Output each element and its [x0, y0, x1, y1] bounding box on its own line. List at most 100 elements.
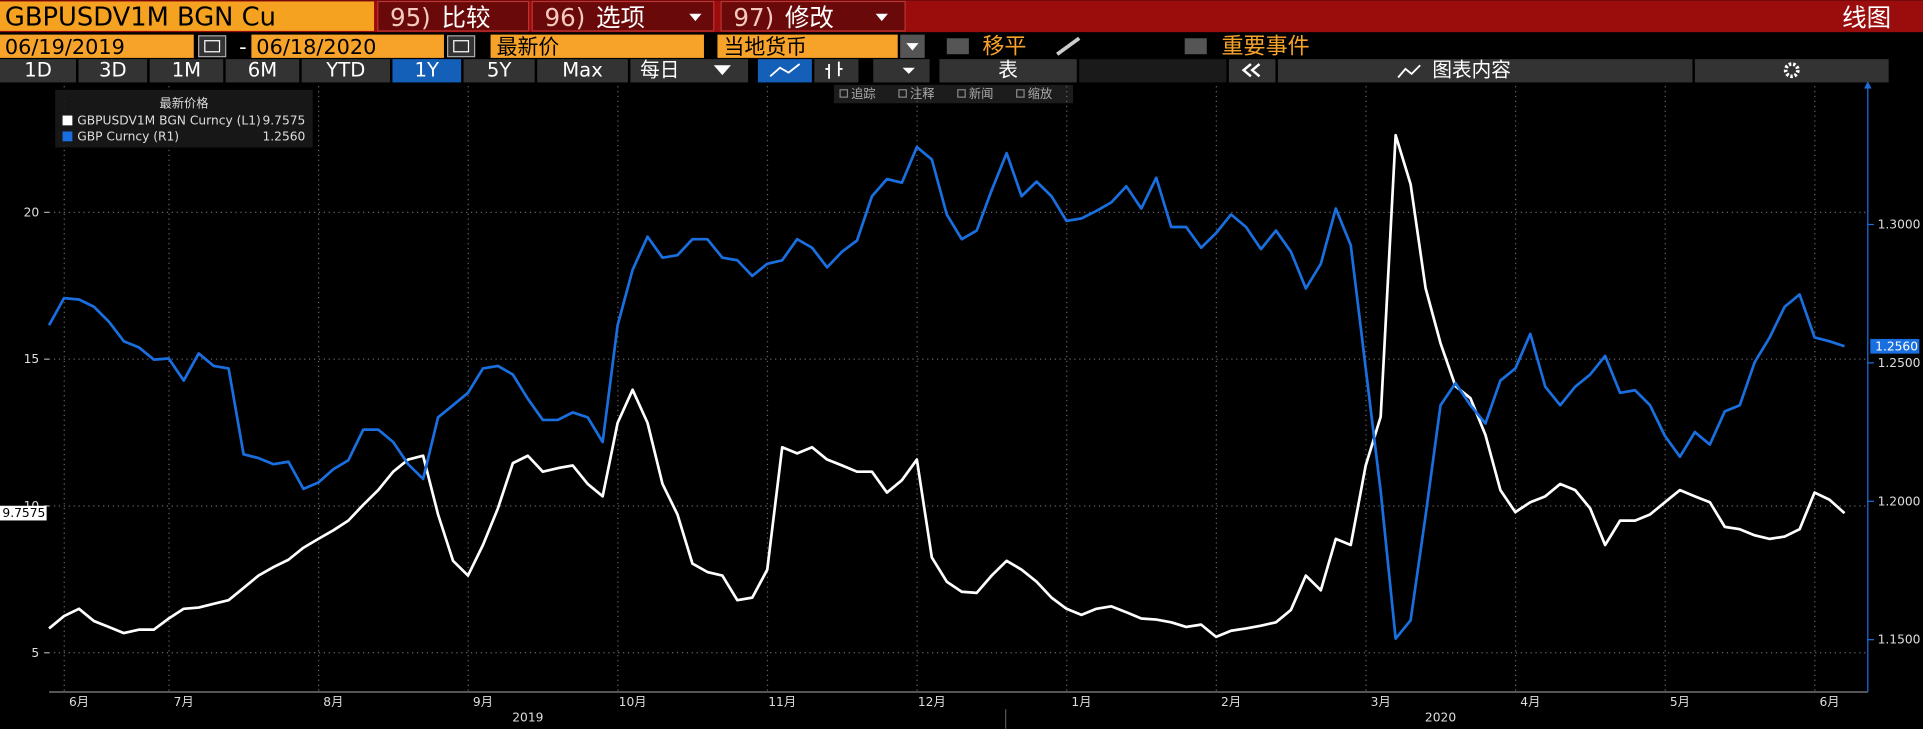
period-label: 3D: [99, 59, 127, 82]
calendar-button[interactable]: [447, 35, 476, 58]
tool-label: 追踪: [851, 86, 876, 101]
tool-label: 缩放: [1028, 86, 1053, 101]
period-button[interactable]: [537, 59, 628, 83]
x-tick-label: 8月: [323, 695, 343, 709]
x-tick-label: 10月: [619, 695, 647, 709]
chart-content: 图表内容: [1432, 59, 1510, 82]
period-button[interactable]: [301, 59, 390, 83]
x-tick-label: 7月: [174, 695, 194, 709]
legend-title: 最新价格: [159, 95, 208, 110]
period-button[interactable]: [463, 59, 535, 83]
start-date: 06/19/2019: [5, 35, 125, 59]
x-tick-label: 9月: [473, 695, 493, 709]
calendar-icon: [453, 40, 470, 53]
settings-button[interactable]: [1694, 59, 1889, 83]
period-label: 6M: [248, 59, 277, 82]
security-box[interactable]: [0, 1, 375, 31]
legend-value: 1.2560: [262, 129, 305, 143]
period-label: 1Y: [415, 59, 440, 82]
collapse-icon: [1241, 63, 1261, 78]
y2-tick-label: 1.2500: [1878, 356, 1921, 370]
legend-swatch: [62, 131, 73, 142]
period-label: 1M: [172, 59, 201, 82]
currency-select[interactable]: [717, 34, 898, 58]
series-line: [48, 133, 1846, 639]
period-button[interactable]: [78, 59, 148, 83]
y-tick-label: 20: [24, 205, 40, 219]
tool-icon[interactable]: [957, 89, 966, 98]
menu-num: 97): [733, 3, 774, 32]
dropdown-arrow: [902, 67, 915, 74]
plot: 51015201.15001.20001.25001.30006月7月8月9月1…: [0, 81, 1920, 729]
tool-icon[interactable]: [1016, 89, 1025, 98]
field-select[interactable]: [490, 34, 704, 58]
view-name: 线图: [1842, 3, 1891, 32]
y-tick-label: 5: [31, 646, 39, 660]
period-label: 1D: [24, 59, 52, 82]
checkbox[interactable]: [1184, 38, 1207, 55]
table: 表: [998, 59, 1018, 82]
x-tick-label: 12月: [918, 695, 946, 709]
x-tick-label: 1月: [1071, 695, 1091, 709]
y2-tick-label: 1.2000: [1878, 494, 1921, 508]
tool-icon[interactable]: [839, 89, 849, 98]
menu-button[interactable]: [377, 0, 530, 32]
table-button[interactable]: [939, 59, 1077, 83]
menu-label: 比较: [442, 3, 491, 32]
period-label: 5Y: [487, 59, 512, 82]
tool-label: 注释: [910, 86, 935, 101]
bar-chart-button[interactable]: [814, 59, 859, 83]
dropdown-button[interactable]: [873, 59, 930, 83]
y2-axis-arrow: [1864, 81, 1872, 89]
date-input[interactable]: [0, 34, 194, 58]
y2-tick-label: 1.1500: [1878, 633, 1921, 647]
menu-label: 修改: [785, 3, 834, 32]
legend-swatch: [62, 115, 73, 126]
dropdown-arrow: [713, 65, 731, 76]
period-label: YTD: [325, 59, 365, 82]
tool-strip: [833, 84, 1074, 104]
toolbar: 1D 3D 1M 6M YTD 1Y 5Y Max: [0, 59, 628, 83]
gear-icon: [1783, 62, 1800, 79]
date-separator: -: [239, 35, 247, 59]
bar-icon: [825, 61, 843, 79]
period-label: Max: [562, 59, 603, 82]
moving-average: 移平: [982, 34, 1026, 59]
y-tick-label: 15: [24, 352, 40, 366]
menu-label: 选项: [596, 3, 645, 32]
period-button[interactable]: [149, 59, 224, 83]
x-tick-label: 4月: [1520, 695, 1540, 709]
frequency: 每日: [640, 59, 679, 82]
dropdown-arrow: [689, 13, 702, 22]
x-tick-label: 2月: [1221, 695, 1241, 709]
legend-value: 9.7575: [262, 113, 305, 127]
toolbar-blank: [1079, 59, 1227, 83]
checkbox[interactable]: [946, 38, 969, 55]
x-tick-label: 5月: [1670, 695, 1690, 709]
calendar-icon: [204, 40, 221, 53]
tool-icon[interactable]: [898, 89, 907, 98]
chart-content-button[interactable]: [1277, 59, 1693, 83]
x-year-label: 2019: [512, 711, 543, 725]
period-button[interactable]: [225, 59, 300, 83]
period-button[interactable]: [0, 59, 77, 83]
x-tick-label: 6月: [1820, 695, 1840, 709]
end-date: 06/18/2020: [256, 35, 376, 59]
calendar-button[interactable]: [198, 35, 227, 58]
frequency-button[interactable]: [630, 59, 749, 83]
events: 重要事件: [1221, 34, 1309, 59]
last-value-label: 1.2560: [1875, 339, 1918, 353]
last-value-tag: [0, 505, 47, 521]
chart-content-icon: [1397, 64, 1421, 79]
last-value-label: 9.7575: [2, 506, 45, 520]
dropdown-arrow: [906, 43, 919, 51]
legend-box: [55, 89, 313, 148]
field: 最新价: [497, 35, 560, 59]
date-input[interactable]: [251, 34, 444, 58]
period-button[interactable]: [392, 59, 462, 83]
menu-button[interactable]: [720, 0, 906, 32]
currency: 当地货币: [724, 35, 807, 59]
tool-label: 新闻: [969, 86, 994, 101]
legend-label: GBPUSDV1M BGN Curncy (L1): [77, 113, 261, 127]
menu-button[interactable]: [531, 0, 715, 32]
